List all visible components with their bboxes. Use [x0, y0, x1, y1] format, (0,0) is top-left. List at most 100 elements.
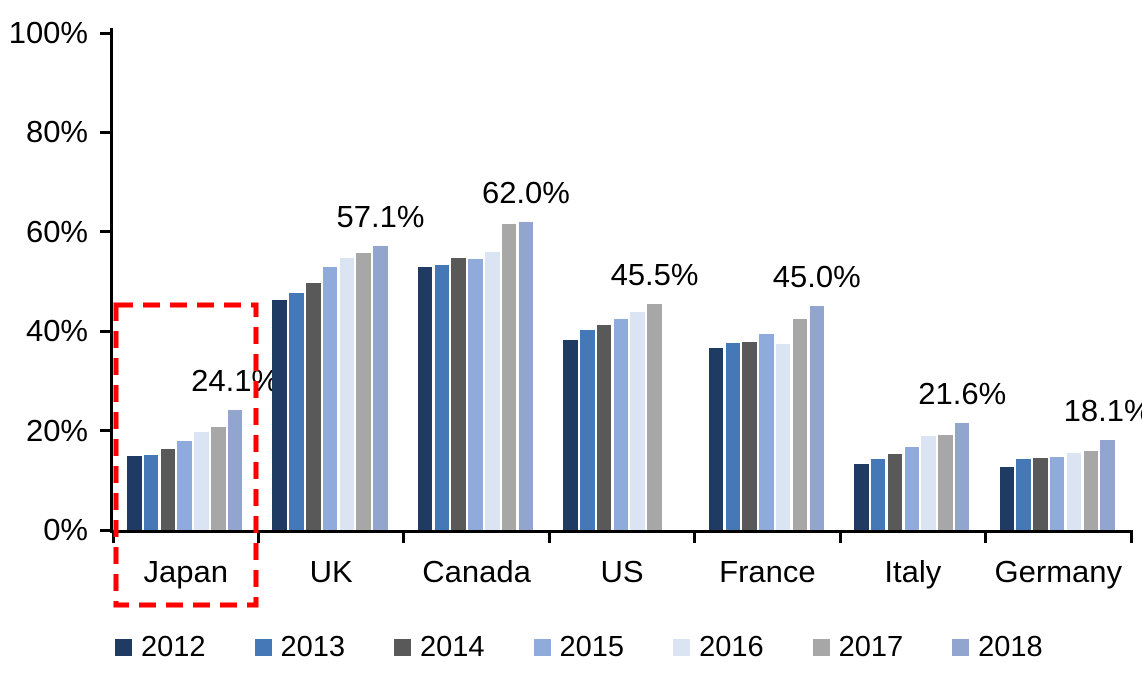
bar-us-2017 [647, 303, 662, 530]
legend-swatch-2012 [115, 639, 132, 656]
bar-italy-2013 [870, 458, 886, 530]
value-label: 62.0% [481, 174, 570, 210]
y-tick-label: 80% [25, 114, 88, 150]
y-tick-label: 0% [43, 512, 88, 547]
legend-label: 2014 [420, 631, 485, 663]
bar-japan-2012 [127, 456, 142, 530]
legend-item-2014: 2014 [394, 633, 485, 662]
category-label: Canada [422, 554, 531, 589]
bar-us-2014 [596, 325, 612, 530]
legend-item-2017: 2017 [812, 631, 904, 663]
bar-france-2018 [809, 306, 824, 530]
bar-germany-2016 [1066, 453, 1082, 530]
category-label: US [600, 554, 644, 589]
bar-germany-2013 [1016, 459, 1031, 530]
bar-italy-2012 [854, 463, 869, 530]
category-label: UK [309, 554, 353, 589]
value-label: 18.1% [1063, 393, 1142, 429]
legend-label: 2017 [838, 631, 904, 663]
x-tick-mark [1129, 533, 1133, 543]
bar-uk-2016 [339, 258, 355, 530]
bar-uk-2013 [289, 292, 304, 530]
bar-canada-2016 [485, 251, 500, 530]
bar-japan-2018 [227, 410, 243, 530]
y-tick-mark [100, 528, 113, 532]
legend-swatch-2014 [394, 639, 412, 656]
bar-germany-2012 [999, 467, 1015, 530]
bar-germany-2014 [1033, 458, 1048, 530]
bar-uk-2014 [306, 283, 321, 530]
bar-canada-2015 [468, 259, 483, 530]
legend-item-2012: 2012 [115, 633, 206, 662]
value-label: 21.6% [918, 375, 1007, 411]
bar-italy-2015 [904, 447, 920, 530]
bar-germany-2017 [1083, 450, 1099, 530]
bar-uk-2012 [272, 299, 287, 530]
x-tick-mark [693, 533, 697, 543]
legend-swatch-2013 [254, 639, 272, 656]
x-tick-mark [547, 533, 551, 543]
y-tick-mark [100, 429, 113, 433]
legend-label: 2016 [699, 631, 764, 663]
bar-italy-2014 [887, 453, 903, 530]
bar-canada-2013 [434, 265, 450, 530]
value-label: 45.0% [772, 259, 861, 295]
bar-us-2016 [630, 312, 645, 530]
bar-japan-2015 [177, 440, 192, 530]
bar-italy-2018 [954, 422, 970, 530]
legend-item-2015: 2015 [533, 633, 624, 662]
legend-swatch-2016 [673, 639, 691, 656]
category-label: Italy [884, 554, 942, 589]
x-axis-line [110, 530, 1133, 533]
legend-item-2016: 2016 [673, 633, 764, 662]
legend-item-2013: 2013 [254, 631, 346, 663]
legend-swatch-2017 [812, 639, 830, 656]
bar-japan-2016 [194, 432, 209, 530]
y-tick-label: 60% [25, 213, 88, 249]
bar-japan-2013 [143, 455, 159, 530]
x-tick-mark [838, 533, 842, 543]
bar-japan-2014 [160, 448, 176, 530]
x-tick-mark [256, 533, 260, 543]
y-tick-mark [100, 130, 113, 134]
y-tick-label: 100% [8, 15, 88, 50]
value-label: 57.1% [336, 199, 425, 235]
legend-swatch-2018 [952, 639, 970, 656]
x-tick-mark [984, 533, 988, 543]
bar-germany-2018 [1100, 440, 1115, 530]
y-axis-line [110, 28, 113, 533]
bar-italy-2016 [921, 436, 936, 530]
bar-us-2012 [563, 339, 578, 530]
legend-label: 2012 [141, 631, 206, 663]
bar-canada-2012 [417, 266, 433, 530]
bar-france-2014 [742, 342, 757, 530]
y-tick-mark [100, 31, 113, 35]
bar-uk-2015 [322, 267, 338, 530]
y-tick-label: 20% [25, 412, 88, 448]
category-label: Germany [994, 554, 1123, 589]
bar-canada-2017 [501, 223, 517, 530]
x-tick-mark [111, 533, 115, 543]
y-tick-mark [100, 329, 113, 333]
category-label: France [719, 554, 816, 589]
legend: 2012 2013 2014 2015 2016 2017 2018 [115, 633, 1043, 662]
y-tick-mark [100, 230, 113, 234]
bar-canada-2014 [451, 257, 466, 530]
legend-label: 2013 [280, 631, 346, 663]
x-tick-mark [402, 533, 406, 543]
bar-germany-2015 [1049, 456, 1065, 530]
bar-france-2013 [725, 342, 740, 530]
plot-area: 24.1% 57.1% 62.0% 45.5% 45.0% 21.6% 18.1% [127, 174, 1142, 530]
bar-japan-2017 [211, 426, 226, 530]
legend-label: 2018 [978, 631, 1043, 663]
bar-france-2015 [759, 334, 774, 530]
bar-uk-2018 [373, 246, 388, 530]
bar-us-2015 [613, 319, 629, 530]
bar-france-2012 [708, 348, 724, 530]
bar-us-2013 [580, 330, 595, 530]
bar-france-2016 [775, 343, 791, 530]
bar-italy-2017 [938, 435, 953, 530]
legend-item-2018: 2018 [952, 633, 1043, 662]
bar-uk-2017 [356, 253, 371, 530]
